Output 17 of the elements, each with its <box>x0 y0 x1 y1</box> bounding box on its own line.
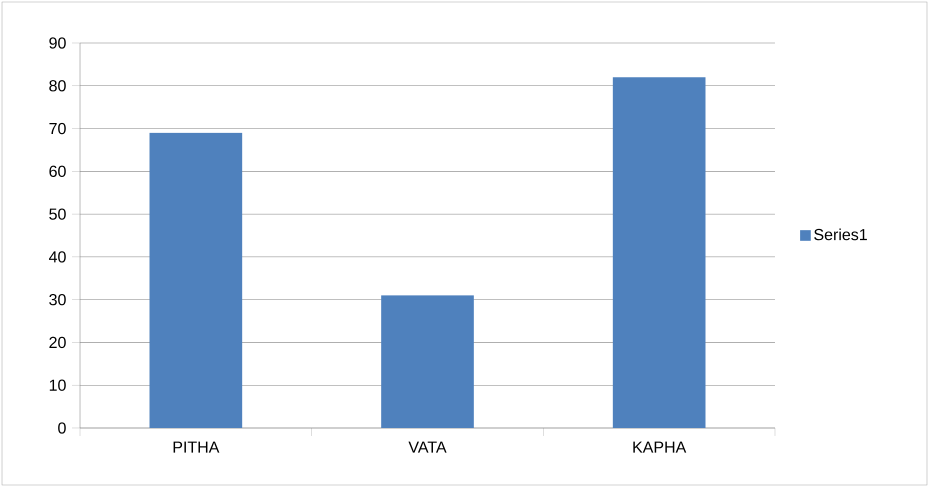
y-tick-label: 40 <box>48 251 66 263</box>
y-tick-label: 90 <box>49 37 66 49</box>
bar <box>381 295 474 428</box>
y-tick-label: 10 <box>50 380 66 391</box>
y-tick-label: 20 <box>49 336 66 348</box>
y-tick-label: 60 <box>49 166 66 177</box>
x-tick-label: VATA <box>408 442 447 453</box>
bar <box>612 77 706 428</box>
x-tick-label: PITHA <box>174 442 220 453</box>
legend-label: Series1 <box>814 228 867 240</box>
y-tick-label: 0 <box>58 422 66 434</box>
bar <box>150 132 242 428</box>
y-tick-label: 70 <box>49 122 66 134</box>
x-tick-label: KAPHA <box>633 442 686 453</box>
y-tick-label: 30 <box>49 294 66 306</box>
y-tick-label: 80 <box>49 80 66 92</box>
y-tick-label: 50 <box>49 208 66 220</box>
